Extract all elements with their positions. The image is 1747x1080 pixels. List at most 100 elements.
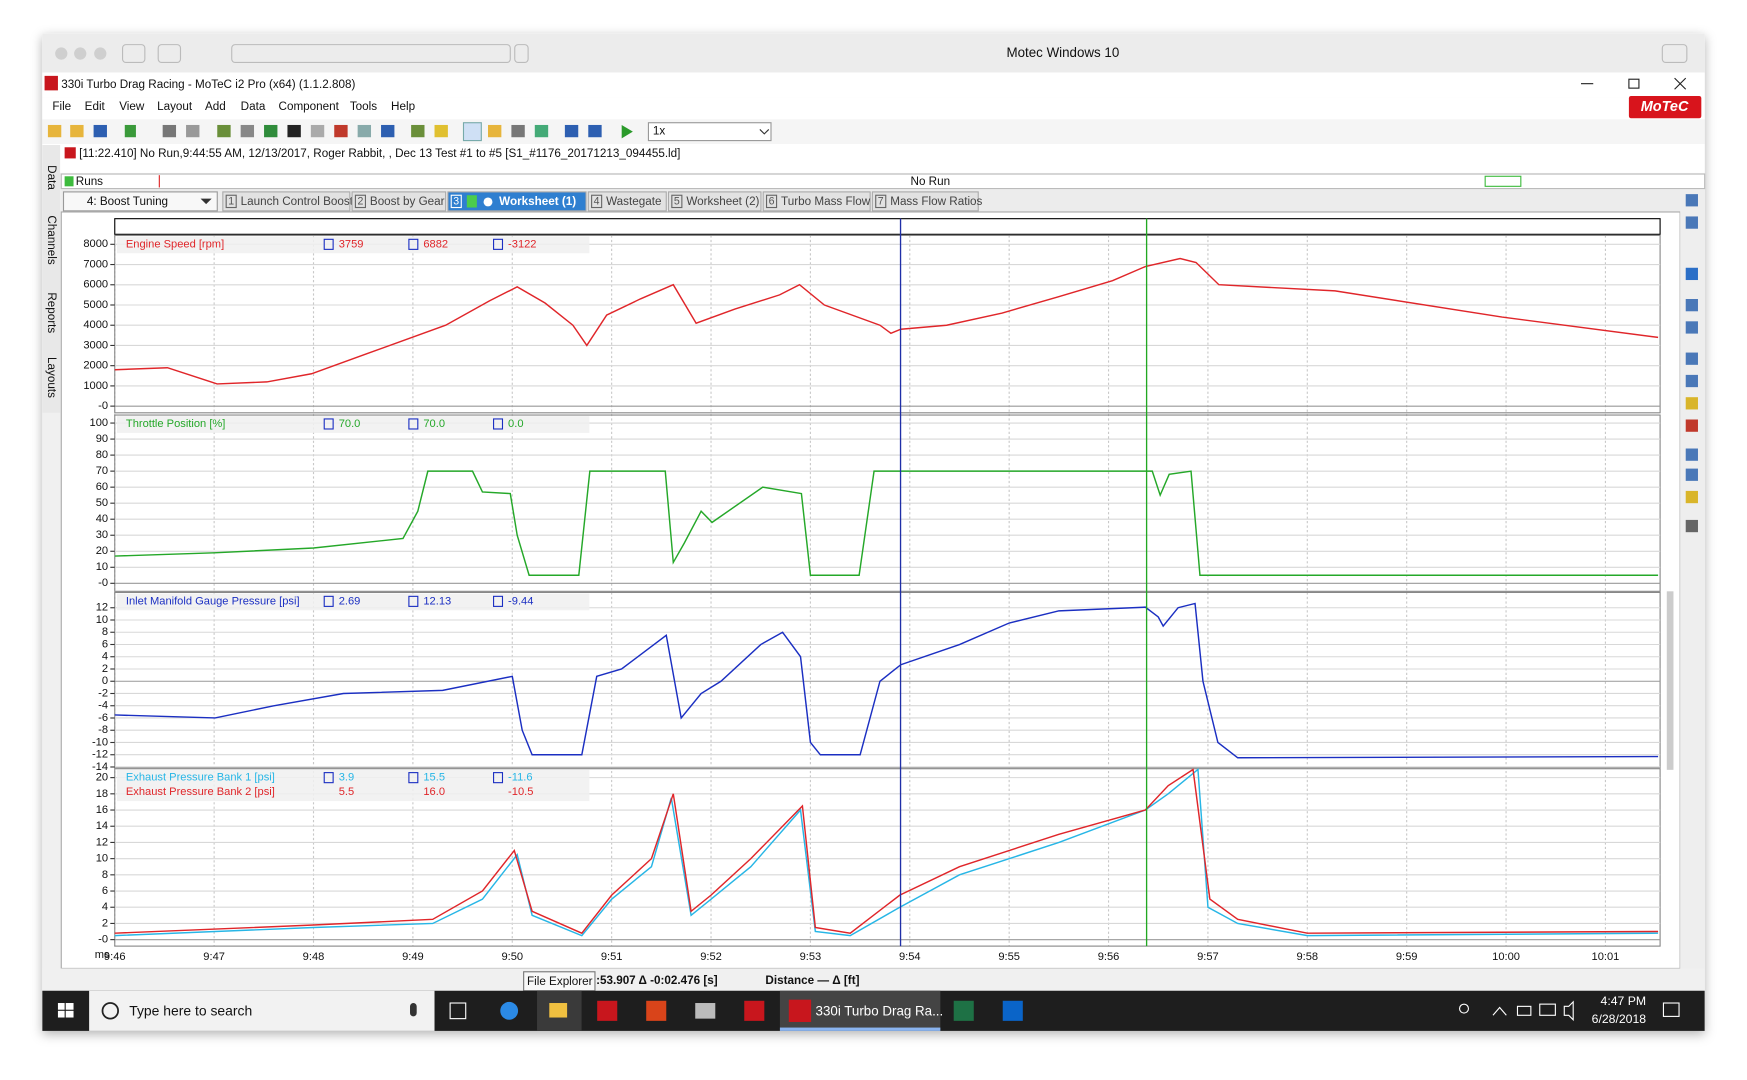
menu-item[interactable]: Component (279, 100, 340, 113)
x-tick-label: 9:54 (899, 951, 921, 963)
dropdown-arrow (759, 129, 770, 135)
worksheet-tab[interactable] (871, 191, 979, 212)
worksheet-tab[interactable] (222, 191, 351, 212)
tooltip: File Explorer (527, 975, 593, 988)
close[interactable] (1674, 77, 1687, 90)
runs-bar (60, 173, 1706, 190)
y-tick-label: 2 (102, 917, 108, 929)
scrollbar[interactable] (1666, 591, 1674, 770)
tab-label: Launch Control Boost (241, 195, 354, 208)
mac-title-bar (42, 33, 1705, 73)
menu-item[interactable]: Add (205, 100, 226, 113)
x-tick-label: 9:46 (104, 951, 126, 963)
x-tick-label: 9:57 (1197, 951, 1219, 963)
menu-item[interactable]: Edit (85, 100, 106, 113)
y-tick-label: 10 (96, 614, 108, 626)
y-tick-label: 90 (96, 433, 108, 445)
side-tab[interactable]: Reports (45, 292, 58, 333)
readout-icon (323, 772, 334, 784)
worksheet-tab[interactable] (587, 191, 667, 212)
worksheet-tabs: 1 Launch Control Boost 2 Boost by Gear 3 Work… (222, 191, 983, 212)
y-tick-label: 10 (96, 853, 108, 865)
readout-icon (323, 595, 334, 607)
app-icon (44, 75, 58, 91)
series-name: Exhaust Pressure Bank 1 [psi] (126, 772, 275, 784)
menu-item[interactable]: Data (241, 100, 266, 113)
readout: -10.5 (508, 786, 533, 798)
y-tick-label: 18 (96, 788, 108, 800)
worksheet-tab[interactable] (447, 191, 587, 212)
readout: 3759 (339, 238, 364, 250)
start-button[interactable] (57, 1003, 74, 1018)
y-tick-label: 4 (102, 651, 108, 663)
y-tick-label: -6 (98, 712, 108, 724)
toolbar-icons (47, 122, 633, 142)
menu-item[interactable]: Layout (157, 100, 193, 113)
min-dot[interactable] (74, 47, 87, 60)
search-icon (101, 1002, 119, 1020)
y-tick-label: 4000 (83, 319, 108, 331)
overview-bar (114, 218, 1661, 235)
y-tick-label: 20 (96, 772, 108, 784)
speed-value: 1x (653, 125, 665, 138)
worksheet-tab[interactable] (351, 191, 447, 212)
y-tick-label: -0 (98, 400, 108, 412)
readout-icon (408, 595, 419, 607)
worksheet-tab[interactable] (762, 191, 871, 212)
x-tick-label: 9:50 (501, 951, 523, 963)
x-tick-label: 9:51 (601, 951, 623, 963)
y-tick-label: -2 (98, 687, 108, 699)
motec-logo-bg (1628, 95, 1702, 119)
readout: -9.44 (508, 595, 533, 607)
speed-select[interactable] (647, 122, 772, 142)
legend-bg (116, 236, 590, 254)
readout: 15.5 (423, 772, 445, 784)
menu-item[interactable]: Help (391, 100, 416, 113)
y-tick-label: 2000 (83, 360, 108, 372)
taskbar-apps[interactable] (449, 990, 1023, 1031)
search-box[interactable] (89, 990, 435, 1031)
y-tick-label: 12 (96, 602, 108, 614)
y-tick-label: 6 (102, 638, 108, 650)
side-tab[interactable]: Data (45, 165, 58, 190)
restore[interactable] (1628, 78, 1640, 89)
readout: 12.13 (423, 595, 451, 607)
runs-icon (64, 176, 74, 187)
readout: 3.9 (339, 772, 354, 784)
worksheet-tab[interactable] (667, 191, 762, 212)
readout-icon (408, 418, 419, 430)
close-dot[interactable] (55, 47, 68, 60)
y-tick-label: -0 (98, 934, 108, 946)
max-dot[interactable] (94, 47, 107, 60)
tab-number-box (354, 194, 367, 209)
x-tick-label: 9:56 (1098, 951, 1120, 963)
app-title: 330i Turbo Drag Racing - MoTeC i2 Pro (x… (61, 78, 355, 91)
series-line (114, 768, 1659, 935)
y-tick-label: 50 (96, 497, 108, 509)
x-tick-label: 9:58 (1296, 951, 1318, 963)
status-bar (42, 968, 1705, 991)
menu-item[interactable]: View (119, 100, 145, 113)
tab-label: Mass Flow Ratios (890, 195, 982, 208)
readout-icon (493, 418, 504, 430)
x-tick-label: 9:49 (402, 951, 424, 963)
mic-icon (410, 1003, 417, 1017)
tab-icon (466, 195, 477, 208)
menu-item[interactable]: Tools (350, 100, 377, 113)
side-tab[interactable]: Channels (45, 215, 58, 265)
x-unit: ms (95, 949, 110, 961)
menu-item[interactable]: File (52, 100, 71, 113)
tab-number: 1 (228, 196, 234, 208)
readout-icon (493, 595, 504, 607)
y-tick-label: 12 (96, 836, 108, 848)
search-placeholder: Type here to search (129, 1003, 252, 1019)
tab-label: Turbo Mass Flow (781, 195, 871, 208)
side-tab[interactable]: Layouts (45, 357, 58, 398)
readout: 70.0 (339, 418, 361, 430)
layout-select[interactable] (62, 191, 218, 212)
readout: 6882 (423, 238, 448, 250)
run-window[interactable] (1484, 175, 1522, 187)
tab-number: 7 (878, 196, 884, 208)
tab-number: 2 (357, 196, 363, 208)
